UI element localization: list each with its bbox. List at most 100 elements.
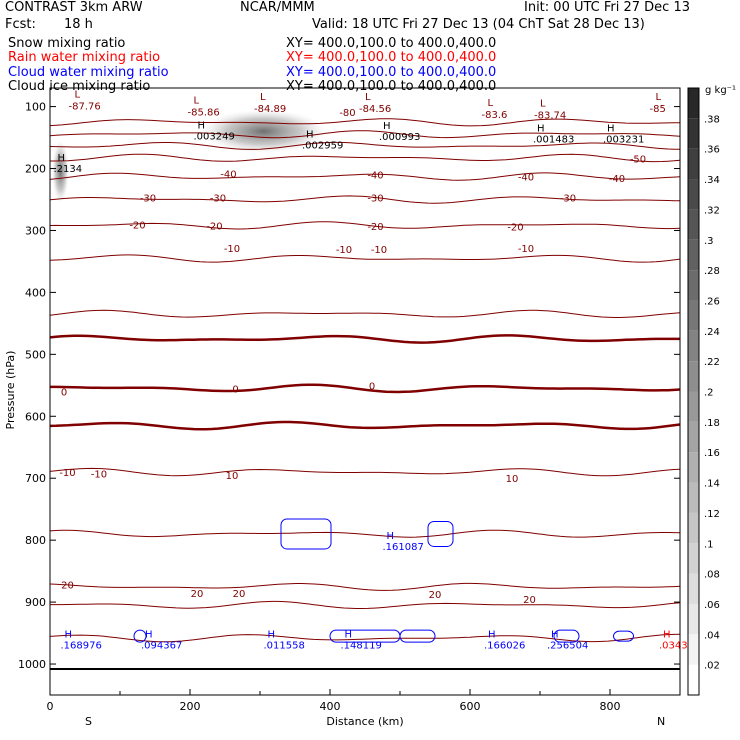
isotherm-label: -20 — [129, 220, 145, 231]
isotherm-label: -20 — [206, 222, 222, 233]
isotherm-label: -10 — [59, 468, 75, 479]
low-value: -85.86 — [188, 107, 220, 118]
cloud-water-contour — [553, 629, 580, 643]
low-marker: L — [656, 92, 662, 103]
colorbar-step — [688, 239, 699, 271]
cloud-water-contour — [613, 630, 634, 642]
high-value: .2134 — [54, 164, 83, 175]
x-tick-label: 0 — [47, 700, 54, 713]
high-value: .166026 — [484, 640, 525, 651]
x-tick-label: 200 — [180, 700, 201, 713]
cloud-water-contour — [427, 520, 454, 547]
colorbar-step — [688, 452, 699, 483]
isotherm-line — [49, 420, 681, 431]
low-marker: L — [75, 89, 81, 100]
high-marker: H — [663, 629, 671, 640]
high-marker: H — [268, 629, 276, 640]
colorbar-step — [688, 209, 699, 240]
high-marker: H — [537, 123, 545, 134]
y-tick-label: 200 — [25, 163, 46, 176]
field-name-rain: Rain water mixing ratio — [8, 50, 161, 65]
y-tick-label: 800 — [25, 534, 46, 547]
isotherm-line — [50, 600, 681, 609]
colorbar-step — [688, 573, 699, 604]
isotherm-line — [49, 130, 681, 139]
isotherm-label: 20 — [429, 590, 442, 601]
y-tick-label: 700 — [25, 472, 46, 485]
high-value: .094367 — [141, 640, 182, 651]
colorbar-label: .36 — [704, 145, 720, 156]
colorbar-step — [688, 512, 699, 544]
colorbar-step — [688, 543, 699, 574]
x-axis-end-right: N — [657, 715, 665, 728]
x-tick-label: 400 — [320, 700, 341, 713]
isotherm-label: -30 — [210, 194, 226, 205]
colorbar-step — [688, 391, 699, 422]
isotherm-label: 10 — [226, 471, 239, 482]
high-marker: H — [607, 123, 615, 134]
high-marker: H — [58, 153, 66, 164]
low-marker: L — [365, 92, 371, 103]
isotherm-label: -40 — [609, 174, 625, 185]
field-xy-snow: XY= 400.0,100.0 to 400.0,400.0 — [286, 36, 497, 51]
colorbar-label: .34 — [704, 175, 720, 186]
colorbar-unit: g kg⁻¹ — [705, 85, 736, 96]
high-value: .003231 — [603, 134, 644, 145]
y-tick-label: 400 — [25, 286, 46, 299]
chart-title: CONTRAST 3km ARW — [5, 0, 143, 15]
isotherm-line — [49, 254, 681, 263]
isotherm-line — [49, 309, 681, 318]
colorbar-label: .04 — [704, 630, 720, 641]
low-value: -87.76 — [69, 101, 101, 112]
y-tick-label: 100 — [25, 101, 46, 114]
colorbar-step — [688, 179, 699, 210]
isotherm-label: -10 — [518, 244, 534, 255]
isotherm-label: -20 — [507, 223, 523, 234]
high-marker: H — [198, 120, 206, 131]
isotherm-label: 0 — [232, 384, 238, 395]
colorbar-step — [688, 88, 699, 119]
field-xy-cloud-ice: XY= 400.0,100.0 to 400.0,400.0 — [286, 79, 497, 94]
colorbar-step — [688, 664, 699, 695]
isotherm-label: -10 — [91, 469, 107, 480]
high-value: .168976 — [61, 640, 102, 651]
colorbar-label: .28 — [704, 266, 720, 277]
high-marker: H — [345, 629, 353, 640]
high-marker: H — [551, 629, 559, 640]
colorbar-label: .1 — [704, 539, 714, 550]
y-axis-label: Pressure (hPa) — [4, 351, 17, 430]
high-value: .002959 — [302, 141, 343, 152]
colorbar-label: .08 — [704, 570, 720, 581]
x-axis-label: Distance (km) — [326, 715, 403, 728]
isotherm-line — [49, 195, 681, 204]
isotherm-line — [50, 383, 681, 394]
isotherm-label: 20 — [233, 589, 246, 600]
high-value: .003249 — [194, 131, 235, 142]
colorbar-label: .12 — [704, 509, 720, 520]
isotherm-line — [50, 153, 681, 163]
isotherm-line — [49, 633, 681, 643]
field-name-snow: Snow mixing ratio — [8, 36, 126, 51]
low-marker: L — [194, 95, 200, 106]
colorbar-step — [688, 482, 699, 513]
cloud-water-contour — [280, 518, 332, 550]
x-axis-end-left: S — [85, 715, 92, 728]
isotherm-label: -40 — [367, 171, 383, 182]
low-value: -83.74 — [534, 111, 566, 122]
isotherm-label: -30 — [367, 194, 383, 205]
low-marker: L — [260, 92, 266, 103]
isotherm-line — [49, 529, 681, 538]
isotherm-line — [49, 582, 681, 591]
isotherm-label: -10 — [371, 245, 387, 256]
colorbar-label: .02 — [704, 661, 720, 672]
y-tick-label: 600 — [25, 410, 46, 423]
forecast-value: 18 h — [64, 17, 93, 32]
colorbar-step — [688, 148, 699, 180]
low-marker: L — [488, 98, 494, 109]
organization: NCAR/MMM — [240, 0, 315, 15]
isotherm-label: -10 — [224, 244, 240, 255]
colorbar-label: .3 — [704, 236, 714, 247]
high-marker: H — [387, 531, 395, 542]
high-value: .161087 — [383, 542, 424, 553]
y-tick-label: 300 — [25, 224, 46, 237]
